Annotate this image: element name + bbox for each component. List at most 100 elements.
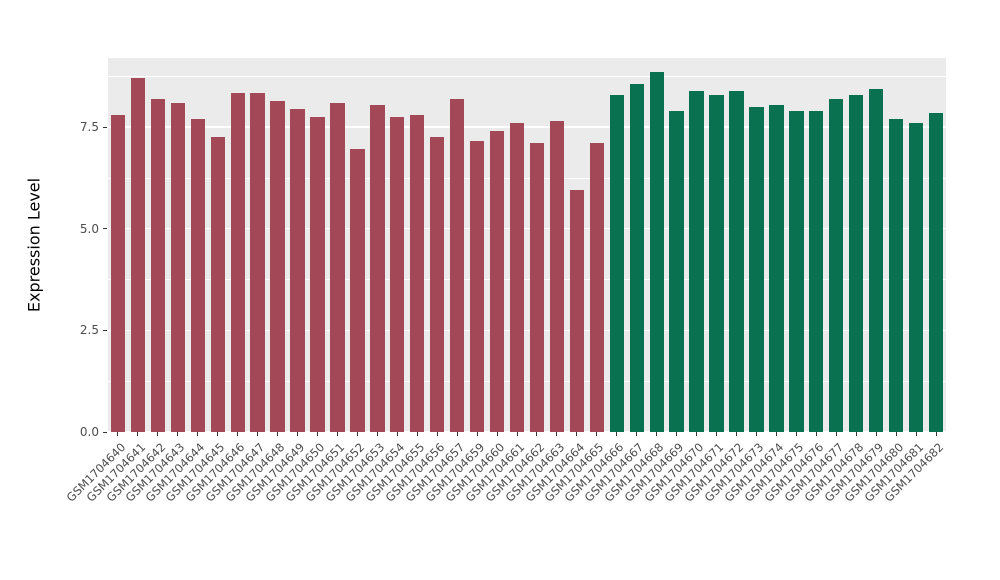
gridline-minor — [108, 380, 946, 382]
bar-GSM1704653 — [370, 104, 385, 432]
y-tick-label: 0.0 — [79, 425, 99, 439]
bar-GSM1704646 — [230, 92, 245, 432]
bar-GSM1704677 — [829, 98, 844, 432]
x-tick-mark — [915, 432, 917, 436]
x-tick-mark — [576, 432, 578, 436]
bar-GSM1704678 — [849, 94, 864, 432]
bar-GSM1704672 — [729, 90, 744, 432]
bar-GSM1704651 — [330, 102, 345, 432]
x-tick-mark — [935, 432, 937, 436]
x-tick-mark — [616, 432, 618, 436]
x-tick-mark — [516, 432, 518, 436]
bar-GSM1704667 — [629, 84, 644, 432]
x-tick-mark — [656, 432, 658, 436]
gridline-minor — [108, 177, 946, 179]
bar-GSM1704669 — [669, 110, 684, 432]
gridline-major — [108, 228, 946, 230]
plot-panel — [108, 58, 946, 433]
y-tick-mark — [103, 228, 107, 230]
bar-GSM1704664 — [569, 190, 585, 432]
bar-GSM1704654 — [390, 116, 405, 432]
bar-GSM1704661 — [509, 123, 525, 432]
x-tick-mark — [157, 432, 159, 436]
x-tick-mark — [476, 432, 478, 436]
x-tick-mark — [676, 432, 678, 436]
gridline-major — [108, 329, 946, 332]
bar-GSM1704680 — [888, 118, 904, 432]
y-tick-label: 5.0 — [79, 221, 99, 236]
bar-GSM1704666 — [609, 94, 624, 432]
bar-GSM1704641 — [130, 78, 146, 432]
x-tick-mark — [536, 432, 538, 436]
bar-GSM1704650 — [310, 116, 325, 432]
bar-GSM1704679 — [868, 88, 884, 432]
x-tick-mark — [696, 432, 698, 436]
gridline-major — [108, 126, 946, 128]
y-tick-label: 2.5 — [79, 323, 99, 338]
x-tick-mark — [855, 432, 857, 436]
x-tick-mark — [436, 432, 438, 436]
gridline-major — [108, 431, 946, 433]
bar-GSM1704674 — [769, 104, 784, 432]
x-tick-mark — [317, 432, 318, 436]
y-tick-mark — [103, 329, 107, 331]
gridline-minor — [108, 279, 946, 280]
bar-GSM1704643 — [170, 102, 185, 432]
y-tick-mark — [103, 431, 107, 433]
x-tick-mark — [297, 432, 299, 436]
x-tick-mark — [895, 432, 897, 436]
y-axis-title: Expression Level — [24, 177, 44, 313]
gridline-minor — [108, 75, 946, 77]
bar-GSM1704681 — [908, 123, 924, 432]
bar-GSM1704659 — [469, 141, 485, 432]
x-tick-mark — [496, 432, 498, 436]
bar-GSM1704670 — [689, 90, 704, 432]
bar-GSM1704663 — [549, 121, 565, 432]
bar-GSM1704676 — [809, 110, 824, 432]
x-tick-mark — [795, 432, 797, 436]
x-tick-mark — [396, 432, 398, 436]
bar-GSM1704675 — [789, 110, 804, 432]
x-tick-mark — [416, 432, 418, 436]
x-tick-mark — [117, 432, 119, 436]
x-tick-mark — [197, 432, 199, 436]
bar-GSM1704648 — [270, 100, 285, 432]
x-tick-mark — [217, 432, 219, 436]
bar-GSM1704682 — [928, 112, 944, 432]
x-tick-mark — [137, 432, 139, 436]
x-tick-mark — [636, 432, 638, 436]
x-tick-mark — [556, 432, 558, 436]
x-tick-mark — [277, 432, 279, 436]
bar-GSM1704647 — [250, 92, 265, 432]
bar-GSM1704655 — [410, 114, 425, 432]
bar-GSM1704652 — [350, 149, 365, 432]
x-tick-mark — [356, 432, 358, 436]
x-tick-mark — [716, 432, 718, 436]
x-tick-mark — [875, 432, 877, 436]
x-tick-mark — [177, 432, 179, 436]
x-tick-mark — [736, 432, 737, 436]
x-tick-mark — [596, 432, 598, 436]
bar-GSM1704649 — [290, 108, 305, 432]
x-tick-mark — [755, 432, 757, 436]
x-tick-mark — [456, 432, 458, 436]
x-tick-mark — [376, 432, 378, 436]
bar-GSM1704656 — [430, 137, 445, 432]
bar-GSM1704671 — [709, 94, 724, 432]
x-tick-mark — [815, 432, 817, 436]
bar-GSM1704673 — [749, 106, 764, 432]
bar-GSM1704645 — [210, 137, 225, 432]
x-tick-mark — [257, 432, 259, 436]
bar-GSM1704665 — [589, 143, 604, 432]
bar-GSM1704660 — [489, 131, 505, 432]
x-tick-mark — [336, 432, 338, 436]
bar-GSM1704644 — [190, 118, 205, 432]
bar-GSM1704668 — [649, 72, 664, 432]
x-tick-mark — [775, 432, 777, 436]
x-tick-mark — [237, 432, 239, 436]
bar-GSM1704662 — [529, 143, 545, 432]
bar-GSM1704640 — [110, 114, 126, 432]
bar-GSM1704642 — [150, 98, 166, 432]
y-tick-mark — [103, 126, 107, 128]
